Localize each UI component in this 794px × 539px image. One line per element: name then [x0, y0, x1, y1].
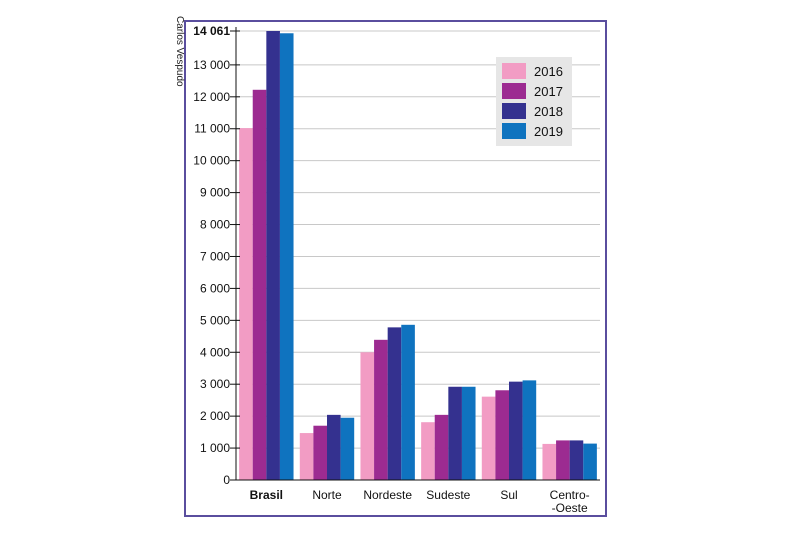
bar-2017-brasil: [252, 89, 267, 480]
bar-2018-nordeste: [387, 327, 402, 480]
legend-label-2017: 2017: [534, 84, 563, 99]
bar-2018-centro-oeste: [569, 440, 584, 480]
bar-2016-sul: [481, 396, 496, 480]
y-tick-label: 7 000: [200, 249, 230, 263]
bar-2016-sudeste: [421, 422, 435, 480]
bar-2019-norte: [340, 417, 355, 480]
bar-2017-norte: [313, 425, 327, 480]
bar-2019-nordeste: [401, 324, 415, 480]
bar-2018-norte: [327, 414, 341, 480]
bar-2019-brasil: [279, 33, 294, 481]
bar-2017-sudeste: [434, 414, 449, 480]
x-tick-label: -Oeste: [552, 501, 588, 515]
bar-2016-norte: [299, 433, 314, 480]
y-tick-label: 12 000: [193, 90, 230, 104]
bar-2018-sul: [509, 381, 523, 480]
y-tick-label: 8 000: [200, 218, 230, 232]
bar-2018-brasil: [266, 31, 280, 480]
bar-2016-brasil: [239, 128, 253, 480]
bar-2017-sul: [495, 390, 509, 480]
bar-2017-nordeste: [374, 339, 388, 480]
axes: 0 1 000 2 000 3 000 4 000 5 000 6 000 7 000 8 00…: [193, 24, 600, 515]
gridlines: [236, 30, 600, 449]
x-tick-label: Norte: [312, 488, 342, 502]
bar-2019-centro-oeste: [583, 443, 597, 480]
legend-swatch-2016: [502, 63, 526, 79]
bars: [239, 31, 597, 481]
y-tick-label: 3 000: [200, 377, 230, 391]
y-tick-label: 2 000: [200, 409, 230, 423]
legend-swatch-2017: [502, 83, 526, 99]
legend-swatch-2019: [502, 123, 526, 139]
chart-frame: [184, 20, 607, 517]
bar-2018-sudeste: [448, 386, 462, 480]
y-tick-label: 11 000: [194, 122, 230, 136]
x-tick-label: Brasil: [250, 488, 283, 502]
y-tick-label: 14 061: [193, 24, 230, 38]
y-tick-label: 0: [223, 473, 230, 487]
bar-2019-sul: [522, 380, 537, 480]
y-tick-label: 5 000: [200, 313, 230, 327]
y-tick-label: 9 000: [200, 186, 230, 200]
y-tick-label: 1 000: [200, 441, 230, 455]
legend-label-2018: 2018: [534, 104, 563, 119]
x-tick-label: Sudeste: [426, 488, 470, 502]
legend: 2016 2017 2018 2019: [496, 57, 572, 146]
bar-2016-nordeste: [360, 352, 375, 480]
x-tick-label: Nordeste: [363, 488, 412, 502]
legend-label-2016: 2016: [534, 64, 563, 79]
legend-swatch-2018: [502, 103, 526, 119]
x-tick-label: Centro-: [550, 488, 590, 502]
y-tick-label: 6 000: [200, 281, 230, 295]
bar-2019-sudeste: [461, 386, 476, 480]
y-tick-label: 4 000: [200, 345, 230, 359]
y-tick-label: 10 000: [193, 154, 230, 168]
y-tick-label: 13 000: [193, 58, 230, 72]
x-tick-label: Sul: [500, 488, 517, 502]
legend-label-2019: 2019: [534, 124, 563, 139]
bar-2016-centro-oeste: [542, 443, 557, 480]
bar-2017-centro-oeste: [556, 440, 570, 480]
